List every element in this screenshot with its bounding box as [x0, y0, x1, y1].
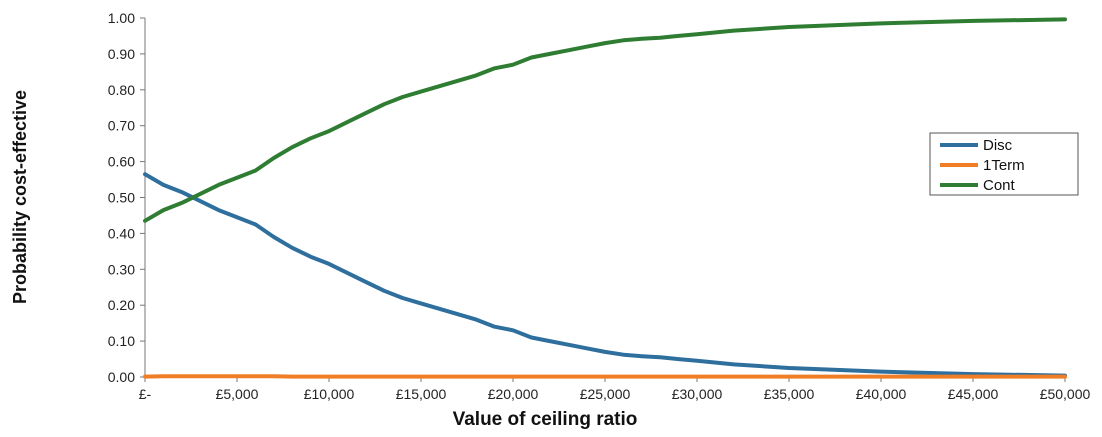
y-tick-label: 0.60: [108, 154, 135, 170]
x-tick-label: £15,000: [396, 386, 447, 402]
y-axis-title: Probability cost-effective: [10, 90, 30, 304]
x-tick-label: £50,000: [1040, 386, 1091, 402]
y-tick-label: 1.00: [108, 10, 135, 26]
series-lines: [143, 17, 1067, 379]
legend: Disc 1Term Cont: [929, 132, 1079, 196]
y-tick-label: 0.00: [108, 369, 135, 385]
x-axis-title: Value of ceiling ratio: [453, 409, 638, 430]
x-tick-label: £45,000: [948, 386, 999, 402]
y-tick-label: 0.80: [108, 82, 135, 98]
x-tick-label: £10,000: [304, 386, 355, 402]
y-tick-label: 0.20: [108, 297, 135, 313]
y-axis: 0.00 0.10 0.20 0.30 0.40 0.50 0.60 0.70 0.80 0.90…: [108, 10, 146, 385]
y-tick-label: 0.10: [108, 333, 135, 349]
y-tick-label: 0.40: [108, 225, 135, 241]
y-tick-label: 0.70: [108, 118, 135, 134]
x-tick-label: £25,000: [580, 386, 631, 402]
y-tick-label: 0.90: [108, 46, 135, 62]
x-tick-label: £40,000: [856, 386, 907, 402]
x-tick-label: £-: [139, 386, 152, 402]
x-tick-label: £5,000: [216, 386, 259, 402]
x-tick-label: £30,000: [672, 386, 723, 402]
series-line-cont: [143, 17, 1067, 223]
x-tick-label: £35,000: [764, 386, 815, 402]
legend-label-cont: Cont: [983, 177, 1016, 194]
legend-label-disc: Disc: [983, 137, 1013, 154]
y-tick-label: 0.30: [108, 261, 135, 277]
series-line-disc: [143, 172, 1067, 378]
y-tick-label: 0.50: [108, 190, 135, 206]
legend-label-1term: 1Term: [983, 157, 1025, 174]
x-axis: £- £5,000 £10,000 £15,000 £20,000 £25,000 £30,…: [139, 376, 1091, 402]
x-tick-label: £20,000: [488, 386, 539, 402]
